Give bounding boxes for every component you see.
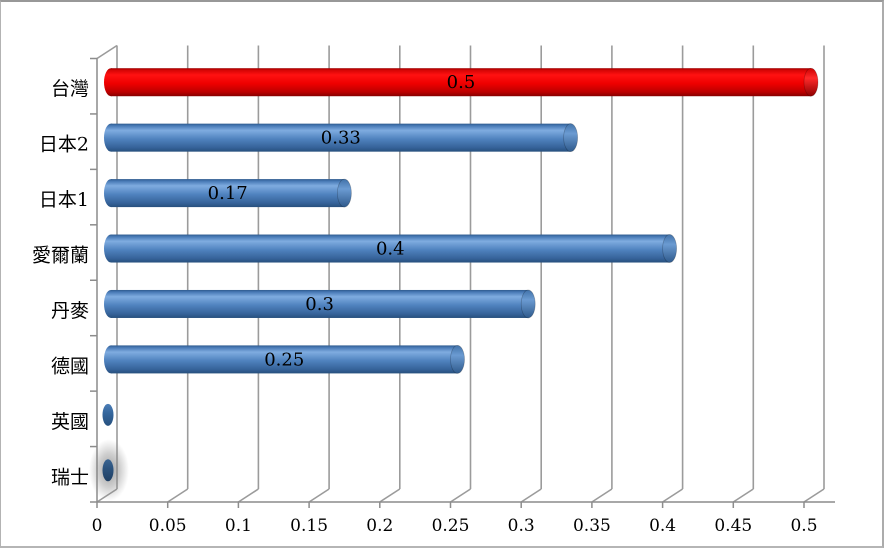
bar-value-label: 0.33 bbox=[321, 128, 361, 149]
bar-right-cap bbox=[563, 123, 578, 153]
x-axis-tick-label: 0.35 bbox=[573, 516, 611, 536]
x-axis-tick-label: 0.1 bbox=[225, 516, 252, 536]
floor-depth-line bbox=[520, 488, 542, 503]
category-label: 丹麥 bbox=[51, 300, 89, 322]
x-axis-tick-label: 0.15 bbox=[290, 516, 328, 536]
category-label: 日本2 bbox=[39, 134, 89, 156]
bar-right-cap bbox=[520, 289, 536, 319]
x-axis-tick-label: 0.25 bbox=[432, 516, 470, 536]
bar-body bbox=[111, 123, 571, 152]
bar-right-cap bbox=[450, 345, 465, 374]
x-axis-tick-label: 0.2 bbox=[366, 516, 393, 536]
bar-zero-cap bbox=[102, 459, 114, 482]
bar-body bbox=[111, 289, 529, 318]
category-label: 瑞士 bbox=[51, 466, 89, 488]
bar-zero-cap bbox=[102, 403, 114, 426]
bar-body bbox=[111, 345, 458, 374]
bar-right-cap bbox=[662, 234, 677, 263]
floor-depth-line bbox=[450, 488, 471, 503]
category-label: 日本1 bbox=[39, 189, 89, 211]
bar-left-cap bbox=[104, 234, 118, 263]
wall-top-edge bbox=[96, 44, 118, 60]
x-axis-tick-label: 0.4 bbox=[649, 516, 676, 536]
category-label: 台灣 bbox=[51, 78, 89, 100]
x-axis-tick-label: 0.45 bbox=[714, 516, 752, 536]
floor-depth-line bbox=[308, 488, 330, 503]
bar-right-cap bbox=[337, 178, 352, 208]
bar-left-cap bbox=[104, 289, 118, 318]
bar-value-label: 0.5 bbox=[447, 72, 476, 93]
floor-depth-line bbox=[732, 488, 754, 503]
floor-depth-line bbox=[591, 488, 613, 503]
category-label: 英國 bbox=[51, 411, 89, 433]
bar-value-label: 0.3 bbox=[305, 294, 334, 315]
x-axis-tick-label: 0 bbox=[92, 516, 103, 536]
x-axis-tick-label: 0.3 bbox=[508, 516, 535, 536]
x-axis-tick-label: 0.5 bbox=[790, 516, 817, 536]
floor-depth-line bbox=[803, 488, 825, 503]
category-label: 德國 bbox=[51, 355, 89, 377]
floor-depth-line bbox=[237, 488, 259, 503]
category-label: 愛爾蘭 bbox=[32, 245, 89, 267]
bar-left-cap bbox=[104, 345, 118, 374]
bar-body bbox=[111, 234, 670, 263]
bar-left-cap bbox=[104, 179, 118, 208]
bar-body bbox=[111, 179, 345, 208]
floor-depth-line bbox=[662, 488, 684, 503]
bar-left-cap bbox=[104, 68, 118, 97]
x-axis-tick-label: 0.05 bbox=[149, 516, 187, 536]
bar-value-label: 0.17 bbox=[208, 183, 248, 204]
bar-body bbox=[111, 68, 811, 97]
floor-depth-line bbox=[167, 488, 189, 503]
floor-depth-line bbox=[379, 488, 401, 503]
bar-right-cap bbox=[803, 67, 819, 97]
bar-value-label: 0.25 bbox=[264, 349, 304, 370]
bar-value-label: 0.4 bbox=[376, 239, 405, 260]
bar-left-cap bbox=[104, 123, 118, 152]
